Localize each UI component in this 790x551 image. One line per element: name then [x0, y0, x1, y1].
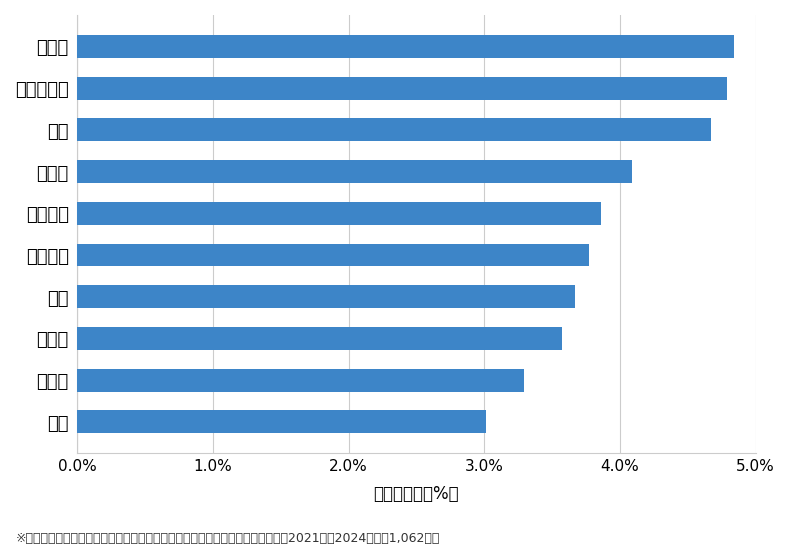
Bar [77, 77, 727, 100]
Bar [77, 202, 601, 225]
Bar [77, 244, 589, 267]
X-axis label: 件数の割合（%）: 件数の割合（%） [374, 485, 459, 503]
Bar [77, 160, 632, 183]
Bar [77, 35, 734, 58]
Bar [77, 327, 562, 350]
Bar [77, 118, 711, 141]
Bar [77, 285, 575, 308]
Text: ※弊社受付の案件を対象に、受付時に市区町村の回答があったものを集計（期間2021年〜2024年、計1,062件）: ※弊社受付の案件を対象に、受付時に市区町村の回答があったものを集計（期間2021… [16, 532, 440, 545]
Bar [77, 410, 486, 433]
Bar [77, 369, 524, 392]
